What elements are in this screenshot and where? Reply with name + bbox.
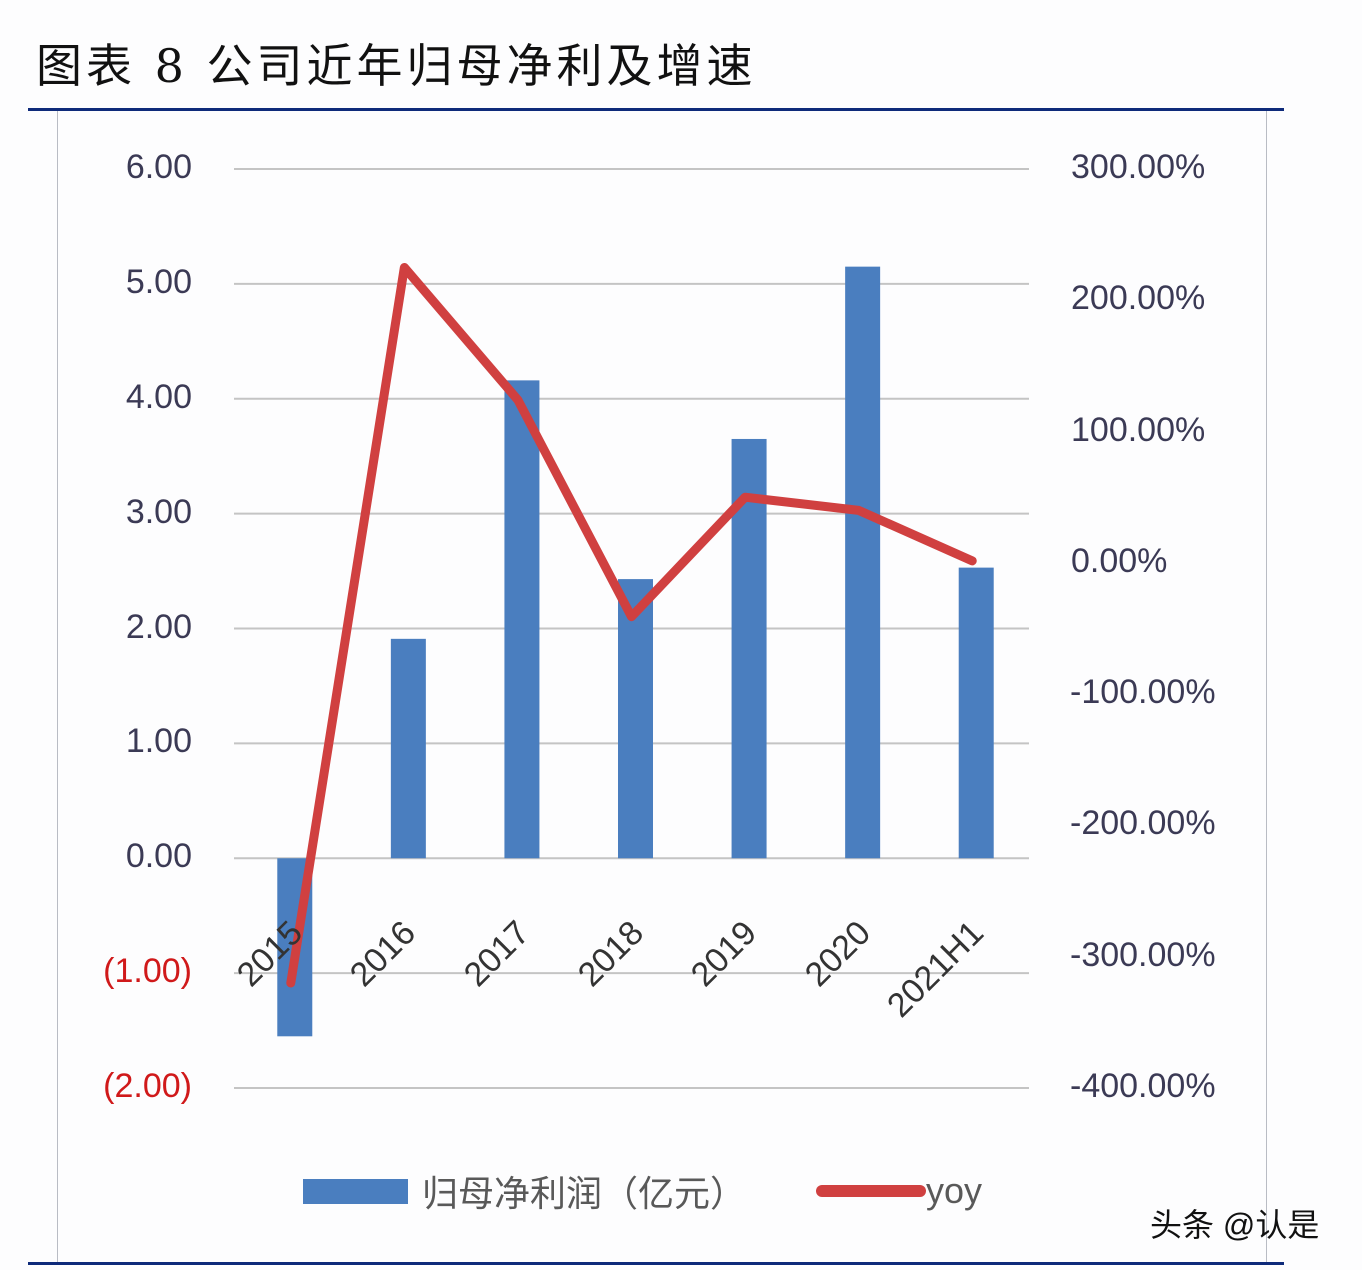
right-axis-tick: 0.00% <box>1071 541 1168 580</box>
right-axis-tick: -400.00% <box>1070 1067 1216 1105</box>
left-axis-tick: 0.00 <box>125 837 192 876</box>
left-axis-tick: 1.00 <box>125 722 192 761</box>
bar-2017 <box>504 380 540 859</box>
left-axis-tick: 4.00 <box>125 377 192 416</box>
left-axis-tick: 2.00 <box>125 607 192 646</box>
legend-line-swatch <box>816 1185 927 1197</box>
right-axis-tick: -300.00% <box>1070 935 1216 974</box>
right-axis-tick: 300.00% <box>1071 148 1206 186</box>
bar-2016 <box>390 638 426 859</box>
frame-left-border <box>57 111 58 1262</box>
bar-2018 <box>618 579 653 859</box>
left-axis-tick: (2.00) <box>103 1067 192 1105</box>
legend-line-label: yoy <box>926 1170 983 1211</box>
watermark: 头条 @认是 <box>1150 1207 1320 1243</box>
legend: 归母净利润（亿元） yoy <box>303 1165 982 1217</box>
yoy-line <box>286 262 977 988</box>
left-axis-tick: 3.00 <box>125 492 192 531</box>
bar-2020 <box>845 266 881 859</box>
left-axis-tick: (1.00) <box>103 952 192 991</box>
top-rule <box>28 108 1284 111</box>
bar-2021H1 <box>958 567 994 859</box>
chart-title: 图表 8 公司近年归母净利及增速 <box>36 39 757 93</box>
right-axis-tick: -100.00% <box>1070 673 1216 712</box>
left-axis-tick: 5.00 <box>125 262 192 301</box>
right-axis-tick: -200.00% <box>1070 804 1216 843</box>
right-axis-tick: 100.00% <box>1071 410 1206 449</box>
bottom-rule <box>28 1262 1284 1265</box>
legend-bar-label: 归母净利润（亿元） <box>422 1173 747 1214</box>
legend-bar-swatch <box>303 1178 408 1204</box>
right-axis-tick: 200.00% <box>1071 279 1206 318</box>
frame-right-border <box>1266 111 1267 1262</box>
left-axis-tick: 6.00 <box>125 148 192 186</box>
